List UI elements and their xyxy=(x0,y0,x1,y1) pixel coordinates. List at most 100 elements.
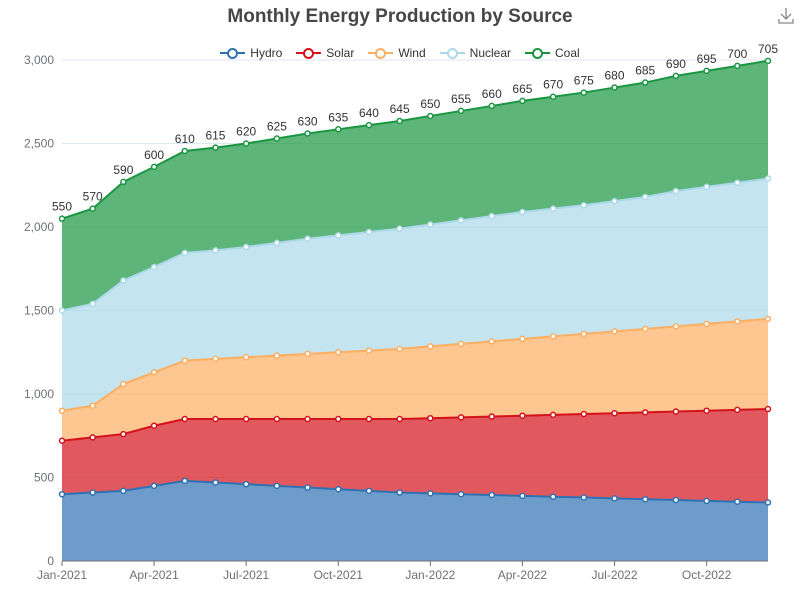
data-point-wind[interactable] xyxy=(764,315,772,323)
data-point-coal[interactable] xyxy=(212,144,219,151)
data-point-nuclear[interactable] xyxy=(150,263,158,271)
data-point-solar[interactable] xyxy=(89,434,96,441)
data-point-hydro[interactable] xyxy=(457,490,465,498)
data-point-hydro[interactable] xyxy=(580,494,588,501)
data-point-solar[interactable] xyxy=(212,415,219,423)
data-point-solar[interactable] xyxy=(120,430,127,438)
data-point-coal[interactable] xyxy=(457,107,465,115)
data-point-hydro[interactable] xyxy=(764,499,772,506)
legend-item-wind[interactable]: Wind xyxy=(368,44,426,62)
data-point-coal[interactable] xyxy=(396,117,403,125)
data-point-nuclear[interactable] xyxy=(519,208,526,216)
data-point-solar[interactable] xyxy=(549,411,557,419)
data-point-wind[interactable] xyxy=(427,343,434,350)
data-point-hydro[interactable] xyxy=(611,495,618,502)
data-point-solar[interactable] xyxy=(580,410,588,418)
data-point-wind[interactable] xyxy=(641,325,649,333)
data-point-nuclear[interactable] xyxy=(488,212,495,220)
data-point-hydro[interactable] xyxy=(273,482,281,490)
data-point-nuclear[interactable] xyxy=(764,175,772,182)
data-point-wind[interactable] xyxy=(273,352,281,359)
data-point-wind[interactable] xyxy=(703,320,710,328)
data-point-hydro[interactable] xyxy=(335,485,342,493)
data-point-nuclear[interactable] xyxy=(457,217,465,224)
data-point-solar[interactable] xyxy=(488,413,495,420)
data-point-wind[interactable] xyxy=(734,318,741,325)
data-point-coal[interactable] xyxy=(335,126,342,133)
data-point-hydro[interactable] xyxy=(181,477,189,485)
data-point-nuclear[interactable] xyxy=(734,179,741,186)
data-point-wind[interactable] xyxy=(212,355,219,363)
data-point-nuclear[interactable] xyxy=(672,187,680,195)
data-point-coal[interactable] xyxy=(519,97,526,105)
data-point-wind[interactable] xyxy=(58,407,66,414)
data-point-wind[interactable] xyxy=(611,328,618,335)
legend-item-coal[interactable]: Coal xyxy=(525,44,580,62)
data-point-hydro[interactable] xyxy=(734,498,741,505)
data-point-wind[interactable] xyxy=(335,349,342,356)
data-point-hydro[interactable] xyxy=(488,491,495,499)
data-point-wind[interactable] xyxy=(457,340,465,348)
data-point-nuclear[interactable] xyxy=(242,243,250,251)
data-point-nuclear[interactable] xyxy=(396,225,403,232)
data-point-coal[interactable] xyxy=(764,57,772,65)
data-point-nuclear[interactable] xyxy=(580,202,588,209)
data-point-solar[interactable] xyxy=(304,415,311,423)
data-point-solar[interactable] xyxy=(181,415,189,423)
data-point-wind[interactable] xyxy=(181,357,189,364)
data-point-hydro[interactable] xyxy=(519,492,526,500)
data-point-wind[interactable] xyxy=(89,402,96,409)
data-point-coal[interactable] xyxy=(580,89,588,96)
data-point-nuclear[interactable] xyxy=(89,300,96,308)
data-point-solar[interactable] xyxy=(672,408,680,415)
data-point-wind[interactable] xyxy=(304,350,311,358)
data-point-solar[interactable] xyxy=(641,409,649,416)
data-point-coal[interactable] xyxy=(365,121,373,129)
data-point-solar[interactable] xyxy=(58,437,66,445)
data-point-wind[interactable] xyxy=(672,323,680,330)
data-point-solar[interactable] xyxy=(427,414,434,422)
data-point-coal[interactable] xyxy=(641,79,649,86)
data-point-hydro[interactable] xyxy=(641,495,649,503)
data-point-solar[interactable] xyxy=(703,407,710,414)
data-point-coal[interactable] xyxy=(242,140,250,147)
data-point-solar[interactable] xyxy=(150,422,158,429)
data-point-hydro[interactable] xyxy=(396,489,403,496)
data-point-solar[interactable] xyxy=(365,415,373,423)
data-point-solar[interactable] xyxy=(519,412,526,419)
data-point-hydro[interactable] xyxy=(365,487,373,495)
data-point-wind[interactable] xyxy=(488,338,495,345)
data-point-nuclear[interactable] xyxy=(273,239,281,247)
data-point-nuclear[interactable] xyxy=(120,277,127,284)
data-point-hydro[interactable] xyxy=(427,490,434,497)
data-point-solar[interactable] xyxy=(242,415,250,423)
data-point-coal[interactable] xyxy=(672,72,680,80)
data-point-nuclear[interactable] xyxy=(181,249,189,257)
data-point-wind[interactable] xyxy=(242,354,250,361)
data-point-nuclear[interactable] xyxy=(703,183,710,191)
data-point-coal[interactable] xyxy=(120,178,127,186)
data-point-wind[interactable] xyxy=(519,335,526,343)
data-point-nuclear[interactable] xyxy=(365,228,373,236)
data-point-hydro[interactable] xyxy=(150,482,158,490)
data-point-coal[interactable] xyxy=(734,62,741,70)
data-point-solar[interactable] xyxy=(734,406,741,414)
data-point-coal[interactable] xyxy=(89,205,96,212)
data-point-nuclear[interactable] xyxy=(335,232,342,239)
data-point-hydro[interactable] xyxy=(703,497,710,505)
data-point-solar[interactable] xyxy=(611,409,618,417)
data-point-solar[interactable] xyxy=(396,415,403,423)
data-point-nuclear[interactable] xyxy=(549,205,557,212)
data-point-coal[interactable] xyxy=(273,135,281,142)
data-point-coal[interactable] xyxy=(611,84,618,91)
data-point-coal[interactable] xyxy=(549,93,557,100)
data-point-hydro[interactable] xyxy=(89,489,96,496)
data-point-solar[interactable] xyxy=(273,415,281,423)
data-point-hydro[interactable] xyxy=(242,480,250,488)
data-point-coal[interactable] xyxy=(304,130,311,137)
data-point-hydro[interactable] xyxy=(58,490,66,498)
data-point-coal[interactable] xyxy=(58,215,66,222)
data-point-nuclear[interactable] xyxy=(212,247,219,254)
data-point-coal[interactable] xyxy=(150,163,158,171)
data-point-nuclear[interactable] xyxy=(58,307,66,314)
